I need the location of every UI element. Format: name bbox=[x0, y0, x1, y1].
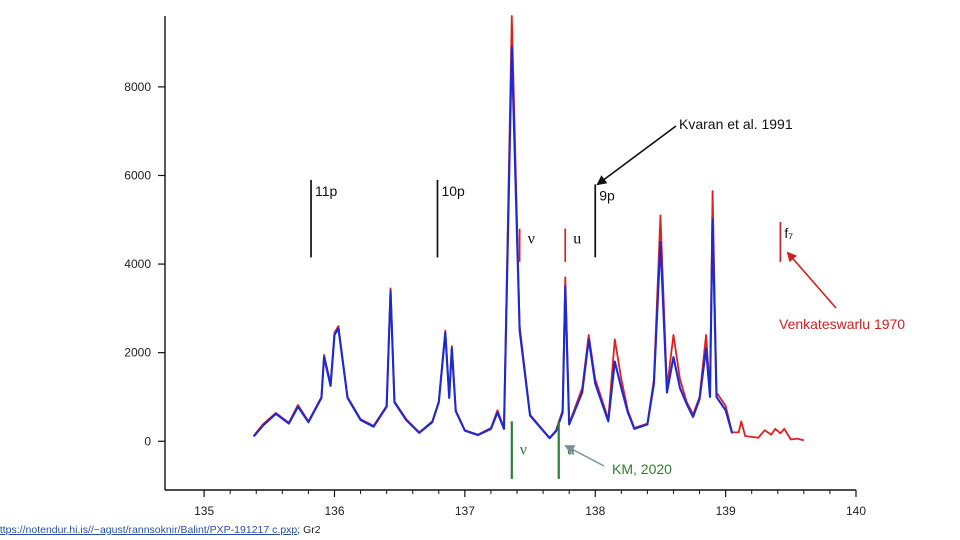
x-tick-label: 138 bbox=[585, 504, 605, 518]
marker-label-3: ν bbox=[528, 231, 535, 248]
series-layer bbox=[252, 15, 805, 442]
km-arrow bbox=[564, 445, 605, 467]
y-tick-label: 4000 bbox=[124, 257, 151, 271]
venkateswarlu-annotation: Venkateswarlu 1970 bbox=[779, 316, 905, 332]
x-tick-label: 136 bbox=[324, 504, 344, 518]
kvaran-arrow bbox=[596, 125, 677, 186]
venkateswarlu-arrow bbox=[786, 251, 837, 309]
x-tick-label: 135 bbox=[194, 504, 214, 518]
y-tick-label: 0 bbox=[144, 434, 151, 448]
marker-label-6: ν bbox=[520, 441, 527, 458]
x-tick-label: 139 bbox=[716, 504, 736, 518]
series-line-0 bbox=[252, 15, 805, 442]
annotations-layer: Kvaran et al. 1991 Venkateswarlu 1970 KM… bbox=[564, 116, 905, 477]
source-link[interactable]: https://notendur.hi.is//~agust/rannsokni… bbox=[0, 524, 321, 536]
source-url[interactable]: https://notendur.hi.is//~agust/rannsokni… bbox=[0, 524, 298, 536]
y-tick-label: 6000 bbox=[124, 168, 151, 182]
x-tick-label: 137 bbox=[455, 504, 475, 518]
marker-label-4: u bbox=[573, 231, 581, 248]
series-line-1 bbox=[252, 45, 734, 440]
y-tick-label: 8000 bbox=[124, 80, 151, 94]
x-tick-label: 140 bbox=[846, 504, 866, 518]
kvaran-annotation: Kvaran et al. 1991 bbox=[679, 116, 793, 132]
marker-label-0: 11p bbox=[315, 183, 338, 199]
axes: 0 2000 4000 6000 8000 135 136 137 138 139 140 bbox=[124, 16, 866, 518]
marker-label-5: f₇ bbox=[784, 225, 793, 241]
y-tick-label: 2000 bbox=[124, 346, 151, 360]
km-annotation: KM, 2020 bbox=[612, 461, 672, 477]
source-suffix: ; Gr2 bbox=[297, 524, 321, 536]
marker-label-1: 10p bbox=[441, 183, 465, 199]
marker-label-2: 9p bbox=[599, 187, 615, 203]
